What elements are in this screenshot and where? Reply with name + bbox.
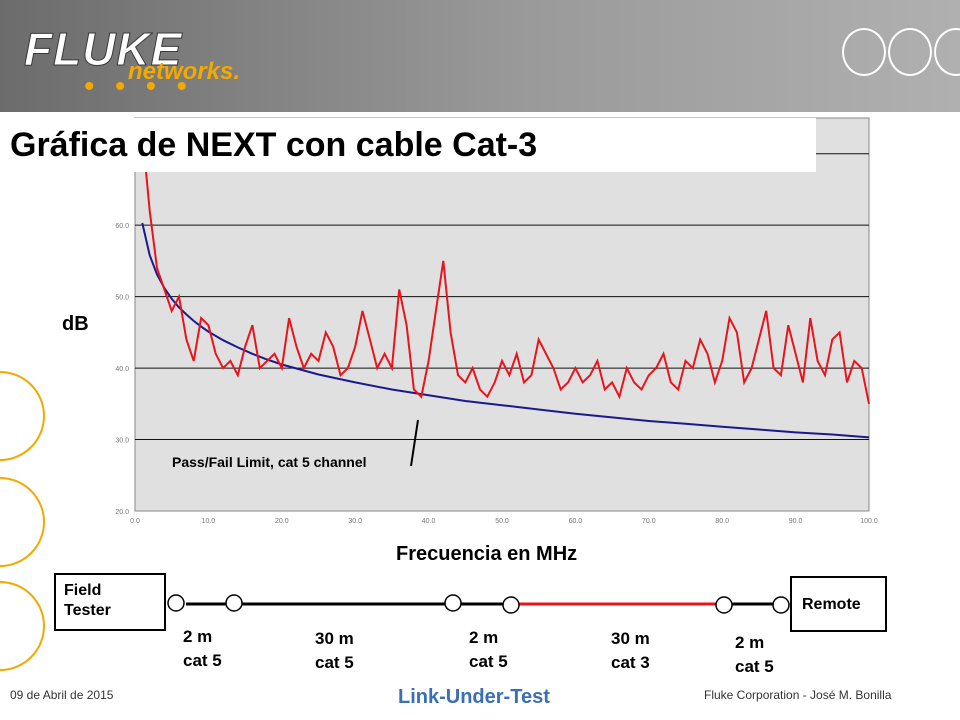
slide-title: Gráfica de NEXT con cable Cat-3: [0, 118, 816, 172]
footer-link-under-test: Link-Under-Test: [398, 686, 550, 708]
connector-icon: [444, 594, 462, 612]
y-tick-labels: 20.030.040.050.060.070.0: [115, 152, 129, 516]
segment-3-label: 2 m cat 5: [469, 626, 508, 674]
x-tick-label: 60.0: [569, 518, 583, 525]
segment-type: cat 5: [469, 652, 508, 671]
y-tick-label: 30.0: [115, 438, 129, 445]
pass-fail-limit-line: [141, 222, 870, 439]
connector-icon: [772, 596, 790, 614]
footer-corporation: Fluke Corporation - José M. Bonilla: [704, 688, 892, 702]
segment-length: 2 m: [469, 628, 499, 647]
segment-length: 30 m: [315, 629, 354, 648]
segment-5-label: 2 m cat 5: [735, 631, 774, 679]
y-tick-label: 60.0: [115, 223, 129, 230]
annotation-arrow: [410, 419, 419, 467]
decor-circle-icon: [888, 28, 932, 76]
y-tick-label: 20.0: [115, 509, 129, 516]
x-tick-label: 30.0: [348, 518, 362, 525]
arc-icon: [0, 371, 45, 461]
x-tick-labels: 0.0 10.0 20.0 30.0 40.0 50.0 60.0 70.0 80.0 90.0 1…: [130, 518, 878, 525]
decor-circle-icon: [842, 28, 886, 76]
side-arcs-decoration: [0, 371, 45, 671]
segment-type: cat 3: [611, 653, 650, 672]
x-tick-label: 40.0: [422, 518, 436, 525]
segment-length: 30 m: [611, 629, 650, 648]
connector-icon: [225, 594, 243, 612]
plot-area: [134, 117, 870, 512]
segment-4-label: 30 m cat 3: [611, 627, 650, 675]
y-axis-label: dB: [62, 313, 89, 335]
x-axis-label: Frecuencia en MHz: [396, 543, 577, 565]
field-tester-box: Field Tester: [54, 573, 166, 631]
segment-type: cat 5: [315, 653, 354, 672]
y-tick-label: 50.0: [115, 295, 129, 302]
y-tick-label: 40.0: [115, 366, 129, 373]
logo-dots: • • • •: [84, 70, 194, 103]
segment-type: cat 5: [183, 651, 222, 670]
segment-2-label: 30 m cat 5: [315, 627, 354, 675]
segment-type: cat 5: [735, 657, 774, 676]
x-tick-label: 90.0: [789, 518, 803, 525]
segment-1-label: 2 m cat 5: [183, 625, 222, 673]
next-measurement-line: [141, 132, 870, 405]
x-tick-label: 20.0: [275, 518, 289, 525]
x-tick-label: 100.0: [860, 518, 878, 525]
segment-length: 2 m: [183, 627, 213, 646]
segment-length: 2 m: [735, 633, 765, 652]
footer-date: 09 de Abril de 2015: [10, 688, 114, 702]
connector-icon: [715, 596, 733, 614]
header-bar: FLUKE networks. • • • •: [0, 0, 960, 112]
arc-icon: [0, 477, 45, 567]
x-tick-label: 70.0: [642, 518, 656, 525]
limit-annotation: Pass/Fail Limit, cat 5 channel: [172, 454, 367, 470]
x-tick-label: 10.0: [202, 518, 216, 525]
arc-icon: [0, 581, 45, 671]
fluke-logo-text: FLUKE: [23, 23, 183, 76]
connector-icon: [167, 594, 185, 612]
x-tick-label: 80.0: [715, 518, 729, 525]
x-tick-label: 0.0: [130, 518, 140, 525]
x-tick-label: 50.0: [495, 518, 509, 525]
networks-logo-text: networks.: [128, 58, 241, 85]
connector-icon: [502, 596, 520, 614]
remote-box: Remote: [790, 576, 887, 632]
